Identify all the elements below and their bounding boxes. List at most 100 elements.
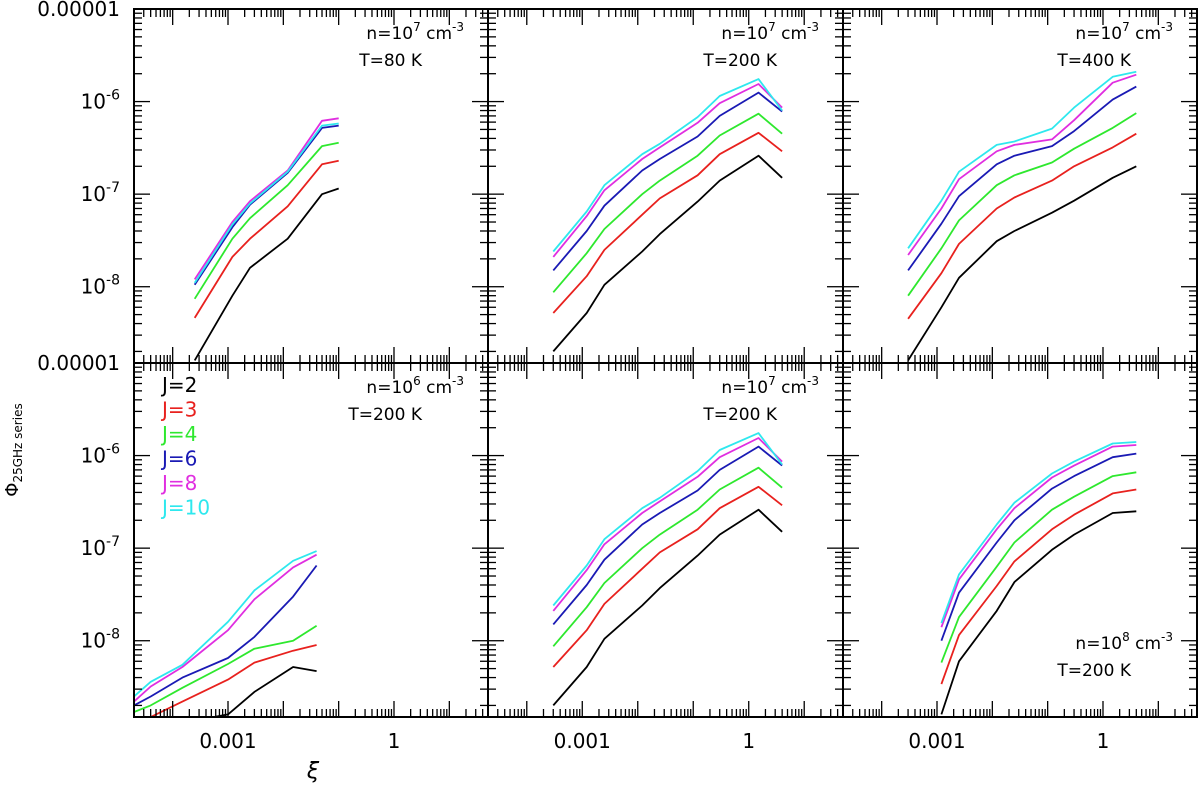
ticks (842, 362, 1198, 717)
series-line-j10 (552, 432, 783, 607)
ticks (133, 8, 489, 363)
series-line-j8 (134, 553, 318, 703)
series-line-j2 (552, 508, 783, 706)
series-line-j4 (134, 625, 318, 713)
annotation-density: n=106 cm-3 (366, 374, 464, 398)
annotation-density: n=108 cm-3 (1075, 630, 1173, 654)
annotation-temperature: T=400 K (1056, 51, 1131, 71)
annotation-density-exp: 8 (1122, 630, 1130, 644)
series-line-j6 (134, 564, 318, 707)
series-line-j4 (552, 466, 783, 647)
series-line-j6 (940, 452, 1137, 642)
annotation-density-unit-exp: -3 (452, 20, 464, 34)
y-tick-label-exp: -8 (106, 627, 120, 643)
annotation-density-exp: 7 (768, 374, 776, 388)
annotation-density-unit-exp: -3 (1161, 630, 1173, 644)
annotation-density-exp: 7 (768, 20, 776, 34)
series-line-j4 (552, 112, 783, 293)
annotation-temperature: T=200 K (702, 405, 777, 425)
legend-item-j8: J=8 (160, 471, 197, 495)
series-line-j4 (907, 112, 1137, 297)
panel-bottom-left: 10-610-710-80.001 1n=106 cm-3T=200 K (81, 362, 489, 753)
series-line-j3 (193, 159, 339, 319)
ticks (133, 362, 489, 717)
annotation-density: n=107 cm-3 (366, 20, 464, 44)
series-line-j10 (907, 70, 1137, 249)
annotation-temperature: T=80 K (358, 51, 423, 71)
y-tick-label-exp: -6 (106, 442, 120, 458)
y-tick-label: 10-6 (81, 88, 121, 114)
x-axis-label: ξ (306, 759, 320, 784)
series-line-j3 (147, 644, 317, 717)
y-tick-label-base: 10 (81, 275, 106, 299)
y-tick-label-base: 10 (81, 90, 106, 114)
series-line-j4 (193, 141, 339, 300)
x-tick-label: 1 (1097, 729, 1110, 753)
y-top-tick-label: 0.00001 (37, 351, 120, 375)
y-tick-label-exp: -7 (106, 180, 120, 196)
series-line-j2 (193, 187, 339, 361)
annotation-density-base: n=10 (366, 378, 413, 398)
annotation-density: n=107 cm-3 (1075, 20, 1173, 44)
panel-frame (487, 8, 844, 364)
panel-frame (133, 8, 489, 364)
series-line-j3 (907, 132, 1137, 320)
annotation-density-exp: 6 (413, 374, 421, 388)
annotation-temperature: T=200 K (702, 51, 777, 71)
panels-group: 10-610-710-8n=107 cm-3T=80 Kn=107 cm-3T=… (81, 8, 1198, 753)
svg-text:Φ25GHz series: Φ25GHz series (2, 403, 25, 496)
y-top-tick-label: 0.00001 (37, 0, 120, 21)
x-tick-label: 0.001 (199, 729, 256, 753)
series-group (940, 441, 1137, 715)
annotation-density: n=107 cm-3 (721, 20, 819, 44)
legend-item-j6: J=6 (160, 447, 197, 471)
series-line-j4 (940, 471, 1137, 663)
panel-frame (842, 362, 1198, 718)
series-line-j8 (907, 73, 1137, 256)
annotation-density-unit: cm (421, 24, 452, 44)
series-group (193, 117, 339, 361)
series-line-j10 (134, 550, 317, 698)
annotation-density-unit: cm (776, 24, 807, 44)
series-line-j2 (907, 165, 1137, 361)
series-line-j3 (940, 488, 1137, 685)
series-line-j6 (552, 445, 783, 625)
annotation-density-base: n=10 (721, 24, 768, 44)
annotation-density-unit-exp: -3 (1161, 20, 1173, 34)
ticks (487, 362, 844, 717)
series-line-j6 (552, 91, 783, 271)
series-line-j10 (552, 78, 783, 253)
series-line-j2 (552, 154, 783, 352)
x-tick-label: 1 (742, 729, 755, 753)
legend-item-j4: J=4 (160, 422, 197, 446)
annotation-density-unit-exp: -3 (452, 374, 464, 388)
y-tick-label-exp: -8 (106, 273, 120, 289)
annotation-density-base: n=10 (366, 24, 413, 44)
panel-frame (842, 8, 1198, 364)
panel-top-right: n=107 cm-3 T=400 K (842, 8, 1198, 364)
panel-bottom-right: 0.001 1 n=108 cm-3 T=200 K (842, 362, 1198, 753)
y-tick-label-exp: -7 (106, 534, 120, 550)
annotation-density-unit: cm (776, 378, 807, 398)
annotation-density-unit-exp: -3 (807, 20, 819, 34)
y-tick-label-base: 10 (81, 444, 106, 468)
annotation-density-unit: cm (1130, 634, 1161, 654)
panel-frame (487, 362, 844, 718)
panel-top-middle: n=107 cm-3 T=200 K (487, 8, 844, 364)
series-line-j10 (940, 441, 1137, 624)
series-group (907, 70, 1137, 361)
y-tick-label: 10-7 (81, 534, 120, 560)
series-line-j8 (552, 83, 783, 258)
legend-item-j2: J=2 (160, 373, 197, 397)
series-group (552, 432, 783, 706)
y-tick-label: 10-6 (81, 442, 121, 468)
legend: J=2J=3J=4J=6J=8J=10 (160, 373, 210, 520)
y-tick-label: 10-7 (81, 180, 120, 206)
annotation-temperature: T=200 K (347, 405, 422, 425)
y-tick-label: 10-8 (81, 627, 120, 653)
annotation-density-unit-exp: -3 (807, 374, 819, 388)
series-group (134, 550, 318, 717)
x-tick-label: 0.001 (908, 729, 965, 753)
y-tick-label-exp: -6 (106, 88, 120, 104)
